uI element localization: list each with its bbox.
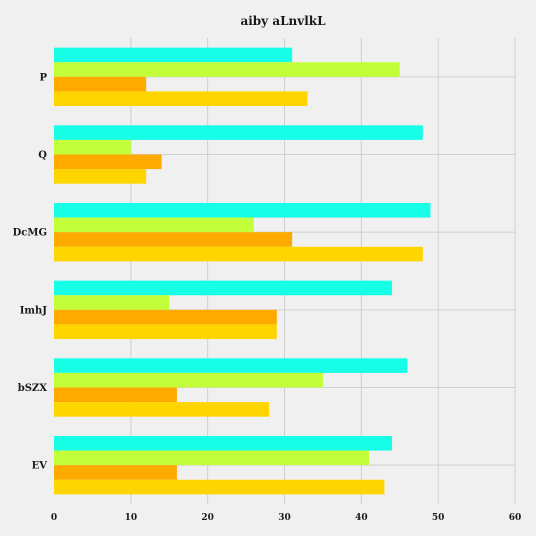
bar	[54, 435, 393, 451]
bar	[54, 280, 393, 296]
bar	[54, 324, 277, 340]
x-tick-labels: 0 10 20 30 40 50 60	[51, 513, 521, 523]
bar	[54, 387, 177, 403]
category-labels: P Q DcMG ImhJ bSZX EV	[13, 72, 48, 471]
bar	[54, 125, 423, 140]
x-tick-label: 40	[355, 513, 368, 523]
bar	[54, 309, 277, 325]
bars	[54, 47, 431, 495]
bar	[54, 402, 270, 417]
x-tick-label: 30	[278, 513, 291, 523]
bar	[54, 154, 162, 170]
category-label: ImhJ	[20, 305, 48, 316]
x-tick-label: 20	[201, 513, 214, 523]
category-label: bSZX	[18, 383, 48, 394]
bar	[54, 62, 400, 77]
bar	[54, 202, 431, 218]
x-tick-label: 50	[432, 513, 445, 523]
bar	[54, 139, 131, 155]
grid-lines	[54, 38, 516, 504]
bar	[54, 479, 385, 495]
bar	[54, 217, 254, 233]
bar	[54, 450, 370, 466]
bar	[54, 91, 308, 107]
bar	[54, 358, 408, 373]
x-tick-label: 0	[51, 513, 57, 523]
bar	[54, 76, 147, 92]
chart-title: aiby aLnvlkL	[240, 14, 326, 28]
bar	[54, 295, 170, 310]
bar	[54, 232, 293, 247]
category-label: EV	[32, 461, 48, 472]
bar	[54, 372, 323, 388]
x-tick-label: 10	[125, 513, 138, 523]
x-tick-label: 60	[509, 513, 522, 523]
category-label: DcMG	[13, 228, 47, 239]
bar	[54, 47, 293, 63]
bar	[54, 465, 177, 480]
bar	[54, 246, 423, 262]
bar	[54, 169, 147, 184]
category-label: P	[39, 72, 47, 83]
category-label: Q	[38, 150, 47, 161]
